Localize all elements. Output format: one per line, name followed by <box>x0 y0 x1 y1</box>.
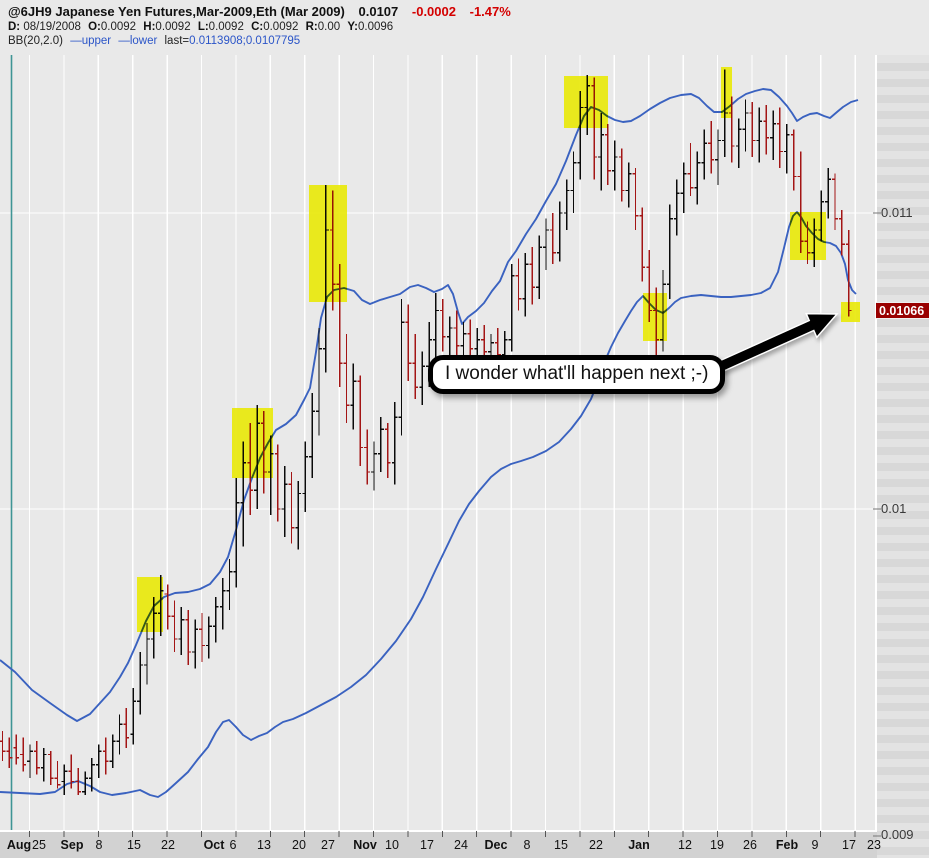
last-price-badge-text: 0.01066 <box>879 304 925 318</box>
annotation-arrow[interactable] <box>702 312 839 379</box>
last-price: 0.0107 <box>358 4 399 19</box>
y-label: Y: <box>347 21 358 33</box>
date-axis-day-label: 17 <box>420 838 434 852</box>
date-axis-day-label: 25 <box>32 838 46 852</box>
date-axis-day-label: 26 <box>743 838 757 852</box>
high-value: 0.0092 <box>155 21 191 33</box>
title-row: @6JH9 Japanese Yen Futures,Mar-2009,Eth … <box>8 4 511 19</box>
bb-lower-legend: —lower <box>118 35 158 47</box>
date-axis-day-label: 23 <box>867 838 881 852</box>
highlight-box[interactable] <box>309 185 347 302</box>
h-label: H: <box>143 21 156 33</box>
bb-last-values: 0.0113908;0.0107795 <box>189 35 301 47</box>
date-axis-day-label: 12 <box>678 838 692 852</box>
axis-ticks <box>29 212 881 837</box>
close-value: 0.0092 <box>263 21 299 33</box>
highlight-box[interactable] <box>790 212 826 260</box>
ohlc-row: D: 08/19/2008 O:0.0092 H:0.0092 L:0.0092… <box>8 21 511 33</box>
date-axis-day-label: 9 <box>811 838 819 852</box>
gridlines <box>0 55 875 830</box>
highlight-box[interactable] <box>721 67 732 118</box>
last-price-badge: 0.01066 <box>876 302 929 319</box>
date-axis-day-label: 17 <box>842 838 856 852</box>
low-value: 0.0092 <box>208 21 244 33</box>
date-axis-day-label: 15 <box>554 838 568 852</box>
highlight-box[interactable] <box>232 408 273 478</box>
price-axis-label: 0.011 <box>881 205 913 220</box>
date-axis-month-label: Dec <box>484 838 508 852</box>
highlight-box[interactable] <box>564 76 608 128</box>
date-axis-day-label: 13 <box>257 838 271 852</box>
highlight-box[interactable] <box>841 302 860 322</box>
open-value: 0.0092 <box>100 21 137 33</box>
date-axis-month-label: Nov <box>353 838 377 852</box>
date-axis-day-label: 10 <box>385 838 399 852</box>
highlight-box[interactable] <box>137 577 163 632</box>
annotation-text: I wonder what'll happen next ;-) <box>445 363 709 384</box>
date-axis-panel <box>0 830 877 858</box>
date-axis-day-label: 15 <box>127 838 141 852</box>
date-value: 08/19/2008 <box>23 21 81 33</box>
date-axis-day-label: 27 <box>321 838 335 852</box>
bb-upper-legend: —upper <box>70 35 112 47</box>
date-axis-day-label: 8 <box>523 838 531 852</box>
o-label: O: <box>88 21 101 33</box>
date-axis-day-label: 6 <box>229 838 237 852</box>
range-value: 0.00 <box>317 21 341 33</box>
price-axis-panel <box>875 55 929 858</box>
price-change: -0.0002 <box>411 4 456 19</box>
r-label: R: <box>305 21 318 33</box>
date-axis-day-label: 24 <box>454 838 468 852</box>
date-axis-day-label: 22 <box>161 838 175 852</box>
date-axis-month-label: Sep <box>60 838 84 852</box>
date-axis-day-label: 22 <box>589 838 603 852</box>
highlight-box[interactable] <box>643 293 667 341</box>
date-axis-day-label: 8 <box>95 838 103 852</box>
date-axis-month-label: Aug <box>6 838 32 852</box>
date-axis-month-label: Feb <box>775 838 799 852</box>
date-axis-day-label: 20 <box>292 838 306 852</box>
price-change-pct: -1.47% <box>469 4 511 19</box>
highlight-boxes[interactable] <box>137 67 860 632</box>
c-label: C: <box>251 21 264 33</box>
bollinger-upper-line <box>0 88 859 722</box>
indicator-row: BB(20,2.0) —upper —lower last=0.0113908;… <box>8 35 511 47</box>
prev-close-value: 0.0096 <box>357 21 394 33</box>
l-label: L: <box>197 21 209 33</box>
chart-header: @6JH9 Japanese Yen Futures,Mar-2009,Eth … <box>8 4 511 47</box>
contract-title: @6JH9 Japanese Yen Futures,Mar-2009,Eth … <box>8 4 345 19</box>
indicator-name: BB(20,2.0) <box>8 35 63 47</box>
bb-last-label: last= <box>164 35 190 47</box>
ohlc-bars <box>0 69 852 796</box>
price-axis-label: 0.009 <box>881 827 914 842</box>
date-axis-day-label: 19 <box>710 838 724 852</box>
annotation-callout[interactable]: I wonder what'll happen next ;-) <box>428 355 726 394</box>
d-label: D: <box>8 21 21 33</box>
date-axis-month-label: Oct <box>203 838 225 852</box>
price-axis-label: 0.01 <box>881 501 907 516</box>
bollinger-lower-line <box>0 211 857 798</box>
arrow-shape[interactable] <box>702 312 839 379</box>
date-axis-month-label: Jan <box>628 838 650 852</box>
